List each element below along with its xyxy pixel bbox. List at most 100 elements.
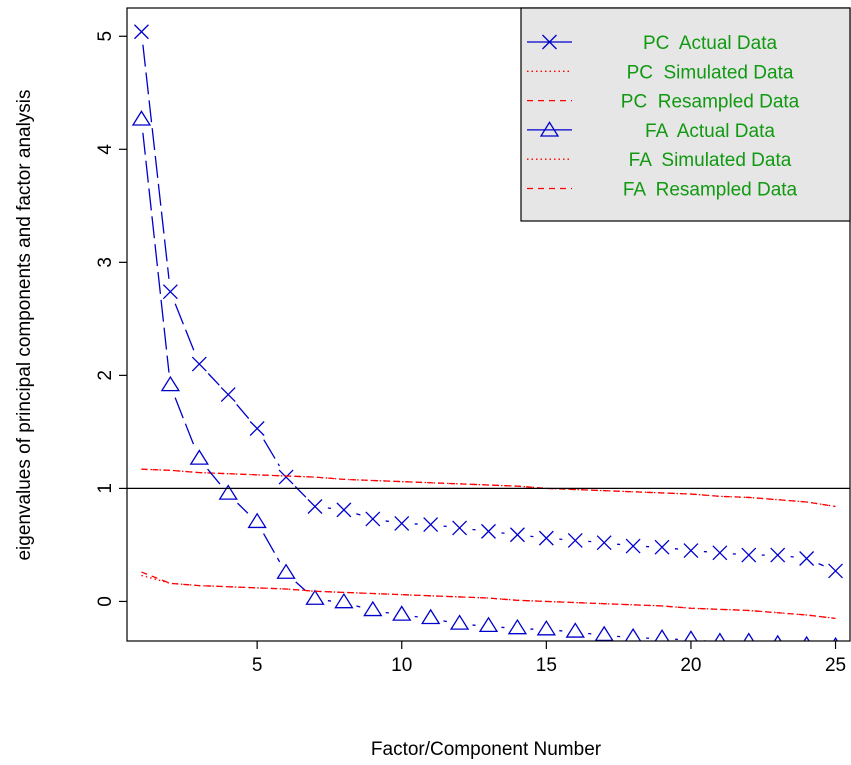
fa-point-4	[218, 484, 238, 500]
pc-point-13	[481, 523, 496, 539]
fa-point-1	[131, 110, 152, 126]
fa-point-11	[420, 608, 441, 625]
fa-point-8	[334, 592, 354, 609]
legend: PC Actual Data PC Simulated Data PC Resamp…	[520, 7, 851, 222]
pc-point-24	[799, 551, 815, 566]
pc-point-1	[134, 24, 149, 40]
series-2	[141, 468, 836, 508]
series-line-5	[141, 571, 836, 620]
legend-entry-5: FA Resampled Data	[527, 180, 798, 201]
plot-frame	[126, 7, 851, 642]
pc-point-20	[683, 543, 699, 559]
pc-point-4	[220, 387, 236, 403]
pc-point-3	[191, 356, 207, 372]
y-tick-label-3: 3	[95, 257, 116, 268]
x-tick-label-25: 25	[825, 655, 846, 676]
segment	[263, 533, 281, 563]
segment	[356, 605, 361, 608]
fa-point-12	[449, 614, 470, 630]
legend-label-3: FA Actual Data	[645, 121, 775, 142]
fa-point-17	[594, 625, 614, 641]
legend-cross-icon	[542, 34, 557, 50]
segment	[174, 303, 196, 353]
series-line-2	[141, 468, 836, 508]
y-tick-label-5: 5	[95, 31, 116, 42]
segment	[443, 620, 447, 623]
legend-box	[520, 7, 851, 222]
segment	[385, 520, 389, 523]
segment	[142, 44, 170, 279]
segment	[207, 373, 220, 386]
series-line-1	[141, 468, 836, 508]
series-line-4	[141, 574, 836, 620]
fa-point-3	[189, 449, 209, 465]
segment	[207, 468, 221, 485]
y-tick-label-2: 2	[95, 370, 116, 381]
legend-label-1: PC Simulated Data	[627, 62, 794, 83]
pc-point-11	[423, 517, 439, 533]
fa-point-19	[654, 629, 670, 641]
y-tick-label-4: 4	[95, 144, 116, 155]
fa-point-10	[392, 605, 412, 621]
pc-point-21	[712, 545, 728, 561]
pc-point-7	[307, 499, 323, 514]
legend-label-5: FA Resampled Data	[623, 180, 798, 201]
legend-entry-1: PC Simulated Data	[527, 62, 794, 83]
pc-point-18	[625, 538, 641, 554]
x-tick-label-5: 5	[252, 655, 263, 676]
fa-point-18	[624, 627, 642, 641]
series-1	[141, 468, 836, 508]
pc-point-23	[770, 547, 786, 563]
fa-point-6	[276, 563, 296, 579]
pc-point-12	[452, 520, 468, 536]
fa-point-20	[684, 630, 698, 641]
series-3	[131, 110, 839, 641]
fa-point-2	[160, 375, 181, 392]
segment	[142, 132, 170, 373]
fa-point-5	[247, 512, 267, 529]
pc-point-2	[162, 284, 178, 300]
series-layer	[131, 24, 843, 641]
x-tick-label-20: 20	[680, 655, 701, 676]
fa-point-24	[803, 635, 810, 641]
series-5	[141, 571, 836, 620]
legend-entry-2: PC Resampled Data	[527, 92, 800, 113]
legend-triangle-icon	[539, 121, 560, 137]
series-0	[134, 24, 843, 579]
segment	[295, 581, 306, 591]
axes: 5 10 15 20 25 0 1 2 3 4 5	[95, 31, 846, 676]
legend-entry-3: FA Actual Data	[527, 121, 775, 142]
pc-point-25	[828, 563, 843, 579]
pc-point-15	[538, 530, 554, 546]
y-tick-label-1: 1	[95, 483, 116, 494]
segment	[237, 502, 249, 514]
pc-point-22	[741, 547, 757, 563]
fa-point-13	[478, 616, 499, 633]
pc-point-19	[654, 539, 670, 555]
pc-point-16	[567, 532, 583, 548]
segment	[385, 611, 389, 614]
segment	[263, 439, 280, 467]
pc-point-5	[249, 421, 265, 436]
legend-entry-4: FA Simulated Data	[527, 150, 792, 171]
x-tick-label-15: 15	[536, 655, 557, 676]
segment	[236, 404, 250, 420]
segment	[818, 563, 824, 567]
legend-label-4: FA Simulated Data	[629, 150, 792, 171]
series-4	[141, 574, 836, 620]
fa-point-16	[565, 622, 585, 638]
pc-point-10	[394, 515, 410, 531]
pc-point-17	[596, 535, 612, 551]
fa-point-9	[363, 600, 383, 617]
fa-point-14	[507, 618, 528, 635]
fa-point-15	[536, 619, 557, 636]
fa-point-23	[773, 634, 782, 641]
legend-label-0: PC Actual Data	[643, 33, 778, 54]
pc-point-9	[365, 511, 381, 527]
x-axis-title: Factor/Component Number	[371, 739, 602, 760]
segment	[356, 513, 361, 516]
y-tick-label-0: 0	[95, 596, 116, 607]
fa-point-7	[305, 589, 325, 605]
y-axis-title: eigenvalues of principal components and …	[14, 89, 35, 560]
